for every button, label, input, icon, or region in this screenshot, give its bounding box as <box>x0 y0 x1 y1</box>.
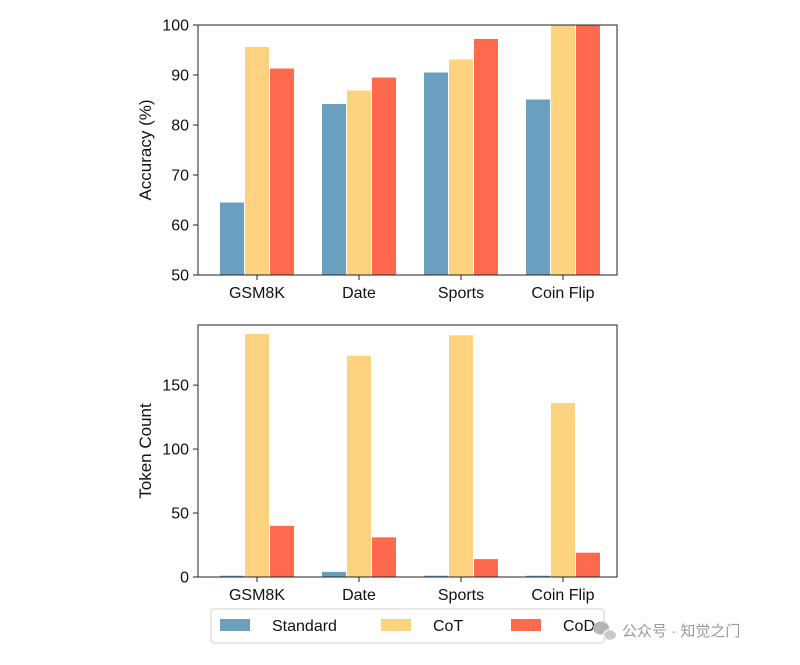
wechat-icon <box>593 621 617 641</box>
accuracy-chart: 50 60 70 80 90 100 GSM8K Date Sports Coin Flip Acc… <box>136 18 618 302</box>
legend-swatch-cod <box>511 619 541 631</box>
y-tick-label: 0 <box>180 570 189 587</box>
legend-swatch-cot <box>381 619 411 631</box>
bar-cod-coin-flip <box>576 25 600 275</box>
y-tick-label: 80 <box>171 118 189 135</box>
legend-label-cod: CoD <box>563 618 595 635</box>
plot-frame <box>197 324 618 578</box>
bar-cot-gsm8k <box>245 47 269 275</box>
legend-swatch-standard <box>220 619 250 631</box>
bar-cot-gsm8k <box>245 333 269 577</box>
y-tick-label: 150 <box>162 378 189 395</box>
bar-standard-coin-flip <box>526 575 550 577</box>
bar-standard-date <box>322 104 346 275</box>
y-tick-label: 100 <box>162 18 189 35</box>
bar-cod-gsm8k <box>270 525 294 577</box>
bar-cot-sports <box>449 59 473 275</box>
bar-standard-sports <box>424 72 448 275</box>
bar-cod-date <box>372 77 396 275</box>
x-tick-label-coin-flip: Coin Flip <box>531 587 594 604</box>
bar-standard-date <box>322 571 346 577</box>
y-axis-title: Accuracy (%) <box>136 99 155 200</box>
watermark: 公众号 · 知觉之门 <box>593 621 740 641</box>
x-tick-label-gsm8k: GSM8K <box>229 285 285 302</box>
y-tick-label: 60 <box>171 218 189 235</box>
y-tick-label: 70 <box>171 168 189 185</box>
bar-cot-coin-flip <box>551 403 575 577</box>
legend-label-cot: CoT <box>433 618 463 635</box>
bar-cot-coin-flip <box>551 25 575 275</box>
bar-cod-sports <box>474 39 498 275</box>
plot-frame <box>197 24 618 276</box>
y-tick-label: 90 <box>171 68 189 85</box>
y-axis-title: Token Count <box>136 403 155 499</box>
x-tick-label-date: Date <box>342 285 376 302</box>
bar-standard-coin-flip <box>526 99 550 275</box>
x-tick-label-gsm8k: GSM8K <box>229 587 285 604</box>
y-tick-label: 50 <box>171 268 189 285</box>
x-tick-label-sports: Sports <box>438 285 484 302</box>
bar-cod-coin-flip <box>576 552 600 577</box>
legend-label-standard: Standard <box>272 618 337 635</box>
bar-standard-gsm8k <box>220 202 244 275</box>
legend: Standard CoT CoD <box>210 608 605 644</box>
token-count-chart: 0 50 100 150 GSM8K Date Sports Coin Flip Token C… <box>136 324 618 604</box>
bar-cod-date <box>372 537 396 577</box>
bar-standard-sports <box>424 575 448 577</box>
x-tick-label-date: Date <box>342 587 376 604</box>
watermark-text: 公众号 · 知觉之门 <box>622 623 740 640</box>
bar-cot-date <box>347 90 371 275</box>
x-tick-label-coin-flip: Coin Flip <box>531 285 594 302</box>
y-tick-label: 100 <box>162 442 189 459</box>
bar-cot-sports <box>449 335 473 577</box>
bar-cod-gsm8k <box>270 68 294 275</box>
bar-cod-sports <box>474 559 498 577</box>
bar-standard-gsm8k <box>220 575 244 577</box>
x-tick-label-sports: Sports <box>438 587 484 604</box>
bar-cot-date <box>347 355 371 577</box>
y-tick-label: 50 <box>171 506 189 523</box>
